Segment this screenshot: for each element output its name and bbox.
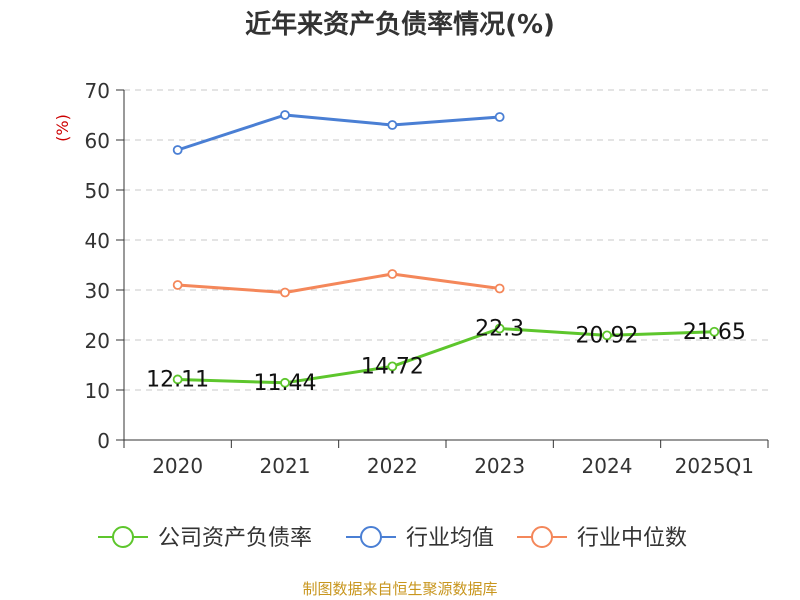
series-line <box>176 113 502 152</box>
x-tick-label: 2022 <box>367 454 418 478</box>
y-tick-label: 30 <box>85 279 110 303</box>
x-tick-label: 2023 <box>474 454 525 478</box>
data-point <box>172 374 183 385</box>
y-tick-label: 60 <box>85 129 110 153</box>
x-tick-label: 2020 <box>152 454 203 478</box>
x-tick-label: 2025Q1 <box>675 454 754 478</box>
data-point <box>172 280 183 290</box>
data-label: 22.3 <box>475 317 524 342</box>
y-tick-label: 0 <box>97 429 110 453</box>
data-point <box>709 326 720 337</box>
data-point <box>602 330 612 341</box>
data-point <box>494 323 505 334</box>
data-point <box>387 361 398 372</box>
y-tick-label: 40 <box>85 229 110 253</box>
legend-label: 行业均值 <box>406 526 494 551</box>
legend-marker <box>531 526 553 548</box>
data-point <box>280 110 290 120</box>
source-note: 制图数据来自恒生聚源数据库 <box>302 580 498 598</box>
data-label: 20.92 <box>576 323 639 348</box>
series-line <box>176 327 716 385</box>
legend-label: 公司资产负债率 <box>158 526 312 551</box>
y-axis-label: (%) <box>53 114 72 142</box>
grid-lines <box>124 89 768 391</box>
data-labels: 12.11 11.44 14.72 22.3 20.92 21.65 <box>146 317 746 396</box>
data-label: 11.44 <box>254 371 317 396</box>
series-lines <box>172 110 720 388</box>
axes <box>116 89 769 448</box>
data-point <box>494 283 505 294</box>
data-label: 12.11 <box>146 367 209 392</box>
legend-marker <box>360 526 382 548</box>
legend-label: 行业中位数 <box>577 526 687 551</box>
data-label: 21.65 <box>683 320 746 345</box>
series-line <box>176 272 502 294</box>
data-point <box>280 377 290 388</box>
x-tick-label: 2024 <box>582 454 633 478</box>
data-point <box>280 287 290 298</box>
x-tick-label: 2021 <box>260 454 311 478</box>
x-tick-labels: 2020 2021 2022 2023 2024 2025Q1 <box>152 454 754 478</box>
legend-marker <box>112 526 134 548</box>
chart-title: 近年来资产负债率情况(%) <box>245 10 555 40</box>
legend: 公司资产负债率 行业均值 行业中位数 <box>98 526 687 551</box>
y-tick-label: 70 <box>85 79 110 103</box>
data-point <box>387 269 398 279</box>
y-tick-labels: 0 10 20 30 40 50 60 70 <box>85 79 110 453</box>
data-point <box>494 112 505 122</box>
y-tick-label: 20 <box>85 329 110 353</box>
y-tick-label: 50 <box>85 179 110 203</box>
data-label: 14.72 <box>361 354 424 379</box>
y-tick-label: 10 <box>85 379 110 403</box>
data-point <box>172 145 183 155</box>
data-point <box>387 120 398 130</box>
